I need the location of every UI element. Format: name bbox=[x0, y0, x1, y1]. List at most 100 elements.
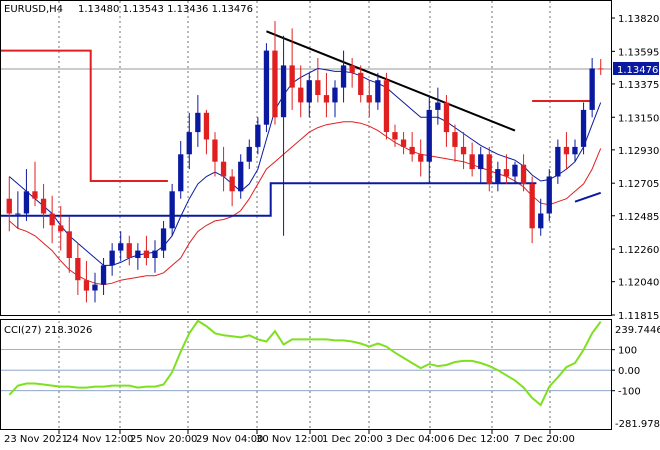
candle-bear bbox=[32, 191, 38, 199]
price-tick-label: 1.12040 bbox=[618, 278, 659, 289]
candle-bear bbox=[49, 213, 55, 226]
candle-bear bbox=[220, 161, 227, 177]
time-label: 25 Nov 20:00 bbox=[130, 434, 197, 445]
candle-bull bbox=[495, 169, 501, 184]
candle-bull bbox=[186, 132, 192, 155]
candle-bull bbox=[580, 109, 587, 147]
candle-bear bbox=[409, 146, 415, 155]
candle-bear bbox=[598, 68, 604, 70]
candle-bear bbox=[392, 132, 398, 140]
candle-bear bbox=[298, 87, 304, 103]
candle-bull bbox=[92, 284, 98, 291]
candle-bull bbox=[152, 250, 158, 258]
cci-min-label: -281.9781 bbox=[615, 419, 660, 430]
cci-tick-label: 0.00 bbox=[618, 366, 640, 377]
time-label: 29 Nov 04:00 bbox=[196, 434, 263, 445]
cci-pane[interactable] bbox=[0, 319, 612, 430]
price-tick-label: 1.12705 bbox=[618, 179, 659, 190]
trendline bbox=[266, 30, 516, 132]
candle-bull bbox=[572, 146, 578, 155]
price-tick-label: 1.11815 bbox=[618, 311, 659, 322]
candle-bear bbox=[126, 243, 132, 258]
cci-max-label: 239.7446 bbox=[615, 325, 660, 336]
candle-bear bbox=[323, 95, 330, 103]
candle-bear bbox=[400, 139, 407, 147]
cci-tick-label: 100 bbox=[618, 346, 637, 357]
candles-layer bbox=[6, 20, 604, 303]
candle-bear bbox=[349, 65, 355, 73]
price-tick-label: 1.13595 bbox=[618, 47, 659, 58]
candle-bull bbox=[546, 176, 552, 214]
cci-layer bbox=[1, 319, 611, 407]
symbol-label: EURUSD,H4 bbox=[4, 4, 63, 15]
time-label: 23 Nov 2021 bbox=[4, 434, 68, 445]
candle-bull bbox=[195, 112, 201, 133]
price-tick-label: 1.12260 bbox=[618, 245, 659, 256]
candle-bull bbox=[15, 213, 21, 215]
candle-bull bbox=[589, 68, 595, 110]
support-recent-line bbox=[574, 191, 602, 203]
time-label: 24 Nov 12:00 bbox=[66, 434, 133, 445]
candle-bull bbox=[255, 124, 261, 147]
candle-bull bbox=[538, 213, 544, 229]
candle-bull bbox=[478, 154, 484, 170]
price-tick-label: 1.12485 bbox=[618, 212, 659, 223]
candle-bull bbox=[340, 65, 347, 88]
candle-bull bbox=[555, 146, 561, 177]
cci-line bbox=[8, 319, 602, 407]
candle-bull bbox=[178, 154, 184, 192]
indicator-layer bbox=[1, 30, 602, 286]
candle-bull bbox=[280, 65, 287, 118]
candle-bear bbox=[418, 154, 424, 162]
candle-bull bbox=[238, 161, 244, 192]
candle-bull bbox=[246, 146, 252, 162]
candle-bear bbox=[66, 231, 72, 258]
candle-bear bbox=[75, 258, 81, 281]
price-tick-label: 1.13375 bbox=[618, 80, 659, 91]
candle-bull bbox=[435, 102, 441, 110]
band-lower-line bbox=[8, 121, 602, 286]
support-step-line bbox=[1, 182, 537, 217]
candle-bull bbox=[375, 80, 381, 103]
candle-bear bbox=[486, 154, 492, 184]
candle-bear bbox=[229, 176, 235, 192]
resistance-step-line bbox=[1, 49, 168, 182]
time-label: 30 Nov 12:00 bbox=[256, 434, 323, 445]
candle-bull bbox=[118, 243, 124, 251]
price-tick-label: 1.12930 bbox=[618, 146, 659, 157]
candle-bear bbox=[358, 72, 364, 95]
candle-bear bbox=[289, 65, 295, 88]
cci-max-tag bbox=[613, 323, 659, 335]
candle-bear bbox=[366, 95, 372, 103]
candle-bull bbox=[512, 164, 518, 177]
candle-bull bbox=[100, 265, 107, 285]
candle-bull bbox=[169, 191, 175, 229]
candle-bull bbox=[109, 250, 115, 266]
candle-bear bbox=[203, 112, 210, 140]
candle-bear bbox=[83, 280, 90, 291]
candle-bull bbox=[332, 87, 338, 103]
candle-bull bbox=[23, 191, 30, 214]
candle-bull bbox=[135, 250, 141, 258]
price-tick-label: 1.13150 bbox=[618, 113, 659, 124]
current-price-tag bbox=[613, 61, 659, 75]
candle-bear bbox=[460, 146, 467, 155]
band-mid-line bbox=[8, 67, 602, 266]
candle-bear bbox=[469, 154, 475, 170]
candle-bear bbox=[6, 198, 12, 214]
candle-bear bbox=[529, 183, 535, 229]
candle-bear bbox=[272, 50, 278, 118]
candle-bear bbox=[58, 225, 64, 232]
candle-bull bbox=[263, 50, 270, 125]
price-tick-label: 1.13820 bbox=[618, 14, 659, 25]
candle-bear bbox=[143, 250, 150, 258]
candle-bear bbox=[315, 80, 321, 95]
time-label: 1 Dec 20:00 bbox=[322, 434, 383, 445]
time-label: 7 Dec 20:00 bbox=[514, 434, 575, 445]
candle-bear bbox=[443, 102, 450, 133]
candle-bear bbox=[563, 146, 570, 155]
candle-bull bbox=[426, 109, 432, 162]
candle-bull bbox=[306, 80, 312, 103]
cci-header: CCI(27) 218.3026 bbox=[4, 325, 92, 336]
